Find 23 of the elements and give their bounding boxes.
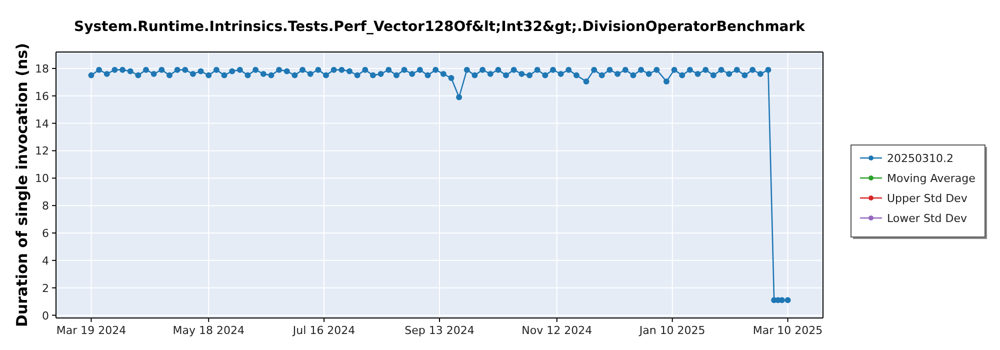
y-tick-label: 16 — [35, 90, 49, 103]
y-tick-label: 8 — [42, 200, 49, 213]
legend-label: 20250310.2 — [887, 152, 954, 165]
y-tick-label: 4 — [42, 254, 49, 268]
x-tick-label: Mar 10 2025 — [752, 324, 823, 337]
x-tick-label: May 18 2024 — [172, 324, 244, 337]
y-axis-title: Duration of single invocation (ns) — [13, 43, 31, 327]
chart-title: System.Runtime.Intrinsics.Tests.Perf_Vector128Of&lt;Int32&gt;.DivisionOperatorBenchmark — [74, 19, 806, 35]
x-tick-label: Jan 10 2025 — [638, 324, 706, 337]
y-tick-label: 14 — [35, 117, 49, 130]
legend-label: Moving Average — [887, 172, 976, 185]
legend-label: Upper Std Dev — [887, 192, 968, 205]
y-tick-label: 0 — [42, 309, 49, 322]
y-tick-label: 2 — [42, 282, 49, 295]
y-tick-label: 10 — [35, 172, 49, 186]
x-tick-label: Mar 19 2024 — [56, 324, 126, 337]
x-tick-label: Jul 16 2024 — [292, 324, 356, 337]
y-tick-label: 12 — [35, 144, 49, 158]
legend-label: Lower Std Dev — [887, 212, 968, 225]
x-tick-label: Nov 12 2024 — [522, 324, 592, 337]
y-tick-label: 6 — [42, 226, 49, 240]
x-tick-label: Sep 13 2024 — [404, 324, 474, 337]
y-tick-label: 18 — [35, 62, 49, 76]
